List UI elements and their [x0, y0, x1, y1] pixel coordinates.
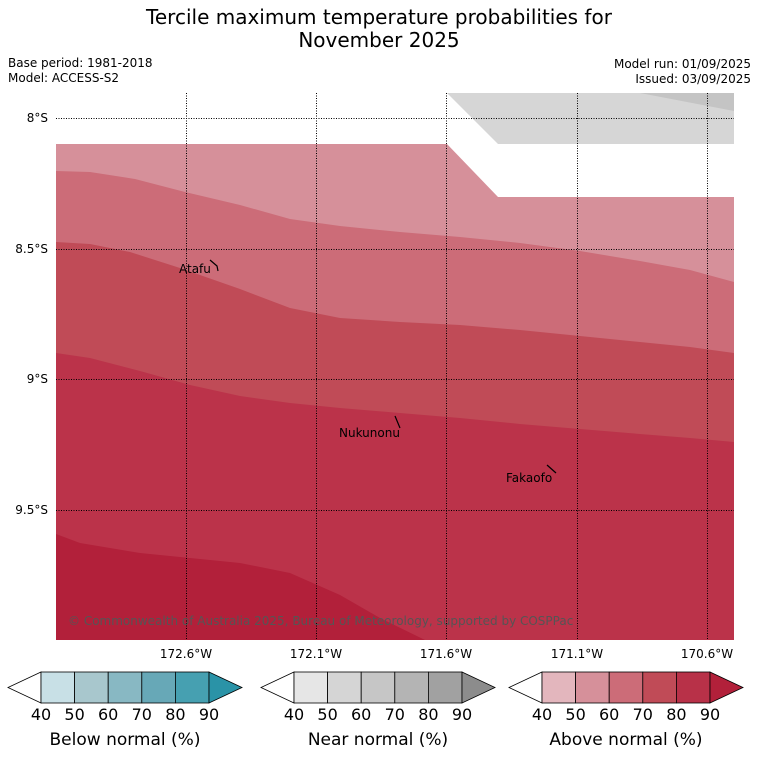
colorbar-segment [141, 671, 176, 704]
colorbar-segment [40, 671, 75, 704]
lat-label-9-5s: 9.5°S [15, 503, 48, 517]
colorbar-tick-label: 60 [599, 705, 620, 724]
colorbar-tick-label: 50 [565, 705, 586, 724]
colorbar-tick-label: 40 [30, 705, 52, 724]
colorbar-high-arrow [709, 671, 744, 704]
colorbar-above-normal [508, 671, 744, 704]
colorbar-tick-label: 80 [165, 705, 186, 724]
colorbar-tick-label: 90 [451, 705, 473, 724]
colorbar-segment [575, 671, 610, 704]
model-name: Model: ACCESS-S2 [8, 71, 120, 85]
colorbar-tick-label: 70 [632, 705, 653, 724]
colorbar-segment [608, 671, 644, 704]
chart-title-line1: Tercile maximum temperature probabilitie… [146, 5, 612, 29]
colorbar-tick-label: 90 [198, 705, 220, 724]
colorbar-below-normal [7, 671, 243, 704]
colorbar-segment [642, 671, 677, 704]
colorbar-segment [107, 671, 143, 704]
colorbar-segment [174, 671, 210, 704]
colorbar-low-arrow [508, 671, 543, 704]
lon-label-172-6w: 172.6°W [159, 647, 213, 661]
lon-label-172-1w: 172.1°W [289, 647, 343, 661]
lat-label-9s: 9°S [26, 372, 48, 386]
colorbar-segment [293, 671, 328, 704]
colorbar-title-above: Above normal (%) [549, 730, 703, 750]
colorbar-tick-label: 90 [699, 705, 721, 724]
issued-date: Issued: 03/09/2025 [635, 72, 751, 86]
colorbar-near-normal [260, 671, 496, 704]
colorbar-tick-label: 50 [317, 705, 338, 724]
colorbar-title-near: Near normal (%) [307, 730, 449, 750]
lon-label-170-6w: 170.6°W [680, 647, 734, 661]
colorbar-tick-label: 70 [384, 705, 405, 724]
lat-label-8s: 8°S [26, 111, 48, 125]
near-normal-region-dark [640, 93, 734, 111]
colorbar-tick-label: 80 [418, 705, 439, 724]
colorbar-tick-label: 60 [351, 705, 372, 724]
lat-label-8-5s: 8.5°S [15, 242, 48, 256]
colorbar-segment [327, 671, 362, 704]
colorbar-segment [676, 671, 711, 704]
colorbar-segment [360, 671, 396, 704]
meta-right: Model run: 01/09/2025 Issued: 03/09/2025 [614, 57, 751, 87]
colorbar-high-arrow [208, 671, 243, 704]
colorbars [7, 671, 744, 704]
place-label-atafu: Atafu [179, 262, 211, 276]
colorbar-high-arrow [461, 671, 496, 704]
copyright-notice: © Commonwealth of Australia 2025, Bureau… [68, 614, 574, 628]
colorbar-tick-label: 80 [666, 705, 687, 724]
place-label-fakaofo: Fakaofo [506, 471, 553, 485]
chart-title-line2: November 2025 [298, 28, 460, 52]
colorbar-tick-label: 70 [131, 705, 152, 724]
colorbar-tick-label: 40 [283, 705, 305, 724]
place-label-nukunonu: Nukunonu [339, 426, 400, 440]
above-90-band [56, 534, 425, 640]
colorbar-title-below: Below normal (%) [49, 730, 201, 750]
model-run: Model run: 01/09/2025 [613, 57, 751, 71]
colorbar-segment [427, 671, 463, 704]
gridlines [56, 93, 734, 640]
meta-left: Base period: 1981-2018 Model: ACCESS-S2 [8, 56, 153, 86]
colorbar-tick-label: 40 [531, 705, 553, 724]
colorbar-segment [541, 671, 576, 704]
lon-label-171-6w: 171.6°W [419, 647, 473, 661]
island-outlines [209, 259, 557, 474]
colorbar-low-arrow [7, 671, 42, 704]
lon-label-171-1w: 171.1°W [550, 647, 604, 661]
near-normal-region [447, 93, 734, 144]
colorbar-tick-label: 60 [98, 705, 119, 724]
colorbar-segment [74, 671, 109, 704]
colorbar-segment [394, 671, 429, 704]
base-period: Base period: 1981-2018 [8, 56, 153, 70]
colorbar-low-arrow [260, 671, 295, 704]
colorbar-tick-label: 50 [64, 705, 85, 724]
